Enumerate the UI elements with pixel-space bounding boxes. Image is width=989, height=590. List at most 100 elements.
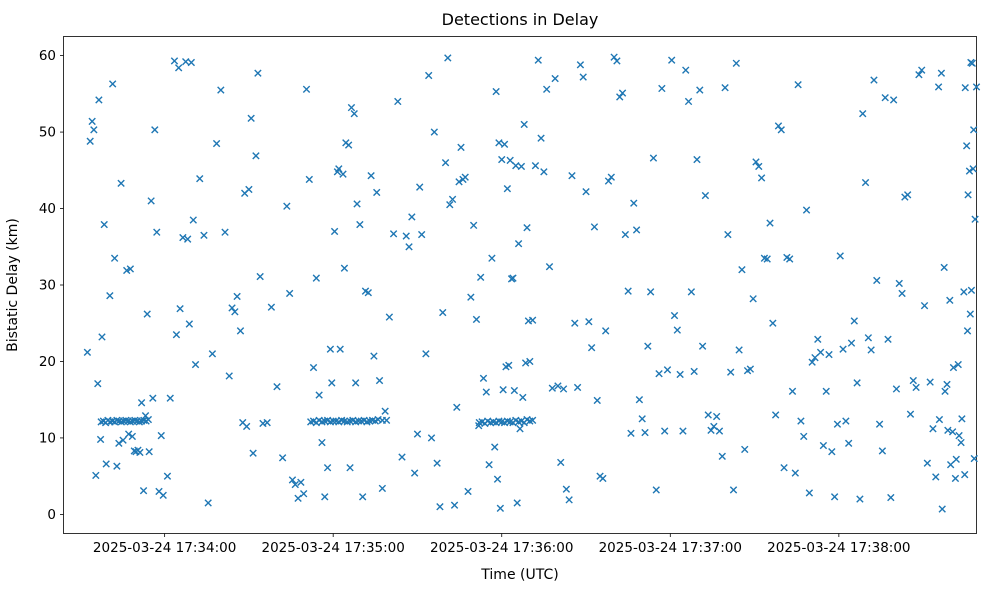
data-point-marker — [115, 439, 123, 447]
data-point-marker — [267, 303, 276, 311]
data-point-marker — [309, 363, 318, 372]
data-point-marker — [86, 137, 94, 145]
data-point-marker — [92, 471, 100, 480]
data-point-marker — [878, 447, 887, 455]
data-point-marker — [509, 274, 517, 282]
x-tick-label: 2025-03-24 17:36:00 — [430, 540, 573, 556]
data-point-marker — [562, 485, 571, 493]
data-point-marker — [655, 370, 663, 378]
data-point-marker — [554, 382, 562, 390]
data-point-marker — [802, 206, 811, 214]
data-point-marker — [971, 215, 979, 223]
data-point-marker — [972, 83, 981, 91]
data-point-marker — [200, 231, 208, 239]
data-point-marker — [488, 254, 496, 262]
y-axis: 0 10 20 30 40 50 60 — [39, 48, 64, 523]
data-point-marker — [844, 439, 853, 447]
data-point-marker — [172, 331, 181, 339]
data-point-marker — [652, 486, 660, 494]
data-point-marker — [663, 366, 672, 374]
data-point-marker — [499, 386, 507, 394]
data-point-marker — [402, 232, 410, 240]
data-point-marker — [187, 58, 196, 67]
data-point-marker — [170, 57, 179, 65]
data-point-marker — [336, 345, 344, 353]
data-point-marker — [946, 296, 954, 304]
data-point-marker — [808, 358, 816, 366]
data-point-marker — [531, 162, 540, 170]
data-point-marker — [436, 503, 444, 511]
data-point-marker — [446, 201, 454, 209]
data-point-marker — [542, 85, 551, 93]
data-point-marker — [969, 165, 977, 173]
data-point-marker — [95, 96, 103, 104]
data-point-marker — [256, 272, 264, 281]
x-axis: 2025-03-24 17:34:00 2025-03-24 17:35:00 20… — [93, 533, 911, 556]
data-point-marker — [521, 359, 530, 367]
data-point-marker — [444, 54, 452, 62]
data-point-marker — [496, 504, 505, 512]
data-point-marker — [875, 420, 884, 428]
scatter-points — [83, 53, 981, 513]
data-point-marker — [102, 460, 110, 468]
data-point-marker — [500, 140, 509, 149]
data-point-marker — [961, 470, 969, 479]
data-point-marker — [236, 327, 245, 335]
data-point-marker — [126, 265, 135, 273]
data-point-marker — [548, 384, 557, 392]
data-point-marker — [151, 126, 159, 134]
data-point-marker — [687, 288, 696, 296]
data-point-marker — [679, 427, 687, 435]
data-point-marker — [119, 436, 127, 444]
data-point-marker — [836, 252, 844, 260]
data-point-marker — [528, 316, 537, 324]
data-point-marker — [830, 493, 839, 501]
data-point-marker — [416, 183, 424, 191]
data-point-marker — [970, 454, 978, 463]
data-point-marker — [131, 416, 139, 425]
data-point-marker — [696, 86, 704, 94]
data-point-marker — [898, 289, 906, 298]
data-point-marker — [448, 195, 457, 204]
data-point-marker — [590, 223, 599, 231]
data-point-marker — [147, 197, 155, 205]
data-point-marker — [771, 411, 780, 419]
data-point-marker — [755, 162, 763, 171]
data-point-marker — [83, 348, 92, 356]
data-point-marker — [649, 154, 658, 162]
data-point-marker — [315, 391, 323, 399]
data-point-marker — [183, 235, 192, 243]
data-point-marker — [340, 264, 349, 272]
data-point-marker — [842, 417, 850, 425]
data-point-marker — [923, 459, 932, 467]
data-point-marker — [252, 152, 260, 160]
data-point-marker — [135, 418, 144, 426]
data-point-marker — [330, 227, 339, 236]
data-point-marker — [457, 143, 465, 152]
data-point-marker — [766, 219, 774, 227]
data-point-marker — [166, 394, 174, 402]
data-point-marker — [278, 454, 287, 462]
data-point-marker — [721, 84, 729, 92]
data-point-marker — [318, 438, 326, 447]
data-point-marker — [559, 385, 568, 393]
data-point-marker — [288, 476, 297, 484]
data-point-marker — [394, 97, 402, 106]
data-point-marker — [944, 426, 952, 434]
data-point-marker — [576, 61, 585, 69]
data-point-marker — [906, 410, 915, 418]
data-point-marker — [378, 484, 387, 493]
data-point-marker — [263, 418, 271, 427]
data-point-marker — [514, 240, 523, 248]
data-point-marker — [630, 199, 638, 207]
data-point-marker — [749, 295, 757, 303]
data-point-marker — [98, 333, 106, 341]
data-point-marker — [513, 499, 521, 507]
data-point-marker — [573, 383, 582, 392]
data-point-marker — [627, 429, 635, 438]
data-point-marker — [225, 372, 233, 380]
data-point-marker — [283, 202, 291, 210]
data-point-marker — [814, 335, 822, 343]
data-point-marker — [951, 474, 960, 483]
data-point-marker — [774, 122, 783, 130]
